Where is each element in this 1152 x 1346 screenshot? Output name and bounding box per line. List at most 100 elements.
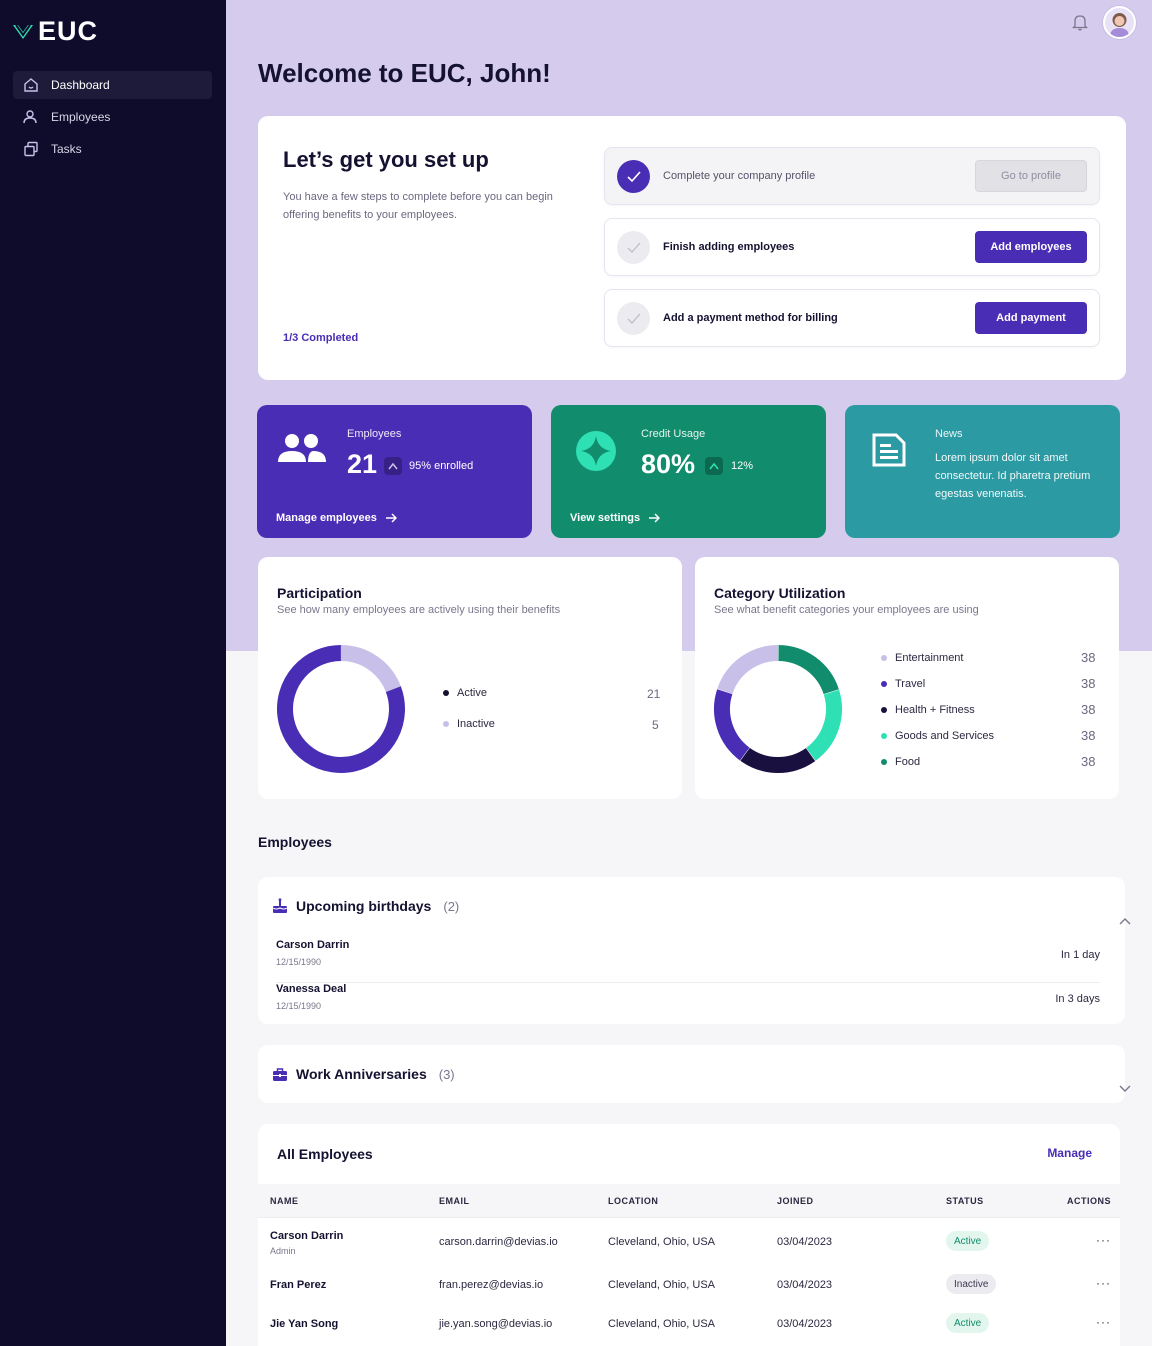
stat-delta: 95% enrolled	[409, 460, 474, 472]
legend-item: Entertainment	[881, 652, 963, 664]
legend-label: Inactive	[457, 718, 495, 730]
status-badge: Active	[946, 1231, 990, 1251]
chevron-down-icon[interactable]	[1119, 1085, 1131, 1093]
list-item[interactable]: Carson Darrin 12/15/1990 In 1 day	[276, 939, 1100, 983]
sidebar: EUC Dashboard Employees Tasks	[0, 0, 226, 1346]
sidebar-item-dashboard[interactable]: Dashboard	[13, 71, 212, 99]
birthdays-header[interactable]: Upcoming birthdays (2)	[272, 898, 459, 914]
sidebar-item-tasks[interactable]: Tasks	[13, 135, 212, 163]
arrow-right-icon	[649, 513, 661, 523]
status-badge: Inactive	[946, 1274, 997, 1294]
anniversaries-count: (3)	[438, 1066, 455, 1082]
news-stat-card[interactable]: News Lorem ipsum dolor sit amet consecte…	[845, 405, 1120, 538]
more-actions-icon[interactable]: ···	[1096, 1315, 1111, 1329]
add-employees-button[interactable]: Add employees	[975, 231, 1087, 263]
setup-step-employees: Finish adding employees Add employees	[604, 218, 1100, 276]
legend-value: 38	[1081, 650, 1096, 665]
table-row[interactable]: Fran Perez fran.perez@devias.io Clevelan…	[258, 1264, 1120, 1304]
legend-item-inactive: Inactive	[443, 718, 495, 730]
legend-label: Food	[895, 756, 921, 768]
logo[interactable]: EUC	[12, 16, 98, 47]
upcoming-birthdays-card: Upcoming birthdays (2) Carson Darrin 12/…	[258, 877, 1125, 1024]
setup-step-profile: Complete your company profile Go to prof…	[604, 147, 1100, 205]
sidebar-item-employees[interactable]: Employees	[13, 103, 212, 131]
setup-card: Let’s get you set up You have a few step…	[258, 116, 1126, 380]
employee-location: Cleveland, Ohio, USA	[608, 1318, 715, 1330]
sidebar-nav: Dashboard Employees Tasks	[13, 71, 212, 167]
donut-segment	[717, 645, 779, 695]
sidebar-item-label: Employees	[51, 110, 111, 124]
panel-subtitle: See what benefit categories your employe…	[714, 604, 979, 616]
view-settings-link[interactable]: View settings	[570, 512, 661, 524]
list-item[interactable]: Vanessa Deal 12/15/1990 In 3 days	[276, 983, 1100, 1027]
go-to-profile-button[interactable]: Go to profile	[975, 160, 1087, 192]
more-actions-icon[interactable]: ···	[1096, 1276, 1111, 1290]
column-header[interactable]: EMAIL	[439, 1196, 470, 1206]
donut-segment-inactive	[340, 645, 401, 693]
logo-text: EUC	[38, 16, 99, 46]
panel-title: Participation	[277, 585, 362, 601]
link-label: Manage employees	[276, 512, 377, 524]
panel-title: Category Utilization	[714, 585, 846, 601]
sidebar-item-label: Tasks	[51, 142, 82, 156]
logo-icon	[13, 23, 33, 39]
birth-date: 12/15/1990	[276, 1001, 322, 1011]
avatar[interactable]	[1103, 6, 1136, 39]
all-employees-card: All Employees Manage NAME EMAIL LOCATION…	[258, 1124, 1120, 1346]
document-icon	[872, 433, 906, 467]
cake-icon	[272, 898, 288, 913]
home-icon	[24, 78, 38, 92]
birthday-when: In 3 days	[1055, 993, 1100, 1005]
legend-item: Travel	[881, 678, 925, 690]
category-utilization-panel: Category Utilization See what benefit ca…	[695, 557, 1119, 799]
legend-dot	[881, 655, 887, 661]
legend-item: Goods and Services	[881, 730, 994, 742]
stat-value: 21	[347, 449, 378, 479]
step-done-icon	[617, 160, 650, 193]
table-row[interactable]: Carson Darrin Admin carson.darrin@devias…	[258, 1220, 1120, 1260]
employee-name: Fran Perez	[270, 1279, 327, 1291]
link-label: View settings	[570, 512, 641, 524]
more-actions-icon[interactable]: ···	[1096, 1233, 1111, 1247]
donut-segment-active	[277, 645, 405, 773]
manage-employees-link[interactable]: Manage employees	[276, 512, 397, 524]
birthday-when: In 1 day	[1060, 949, 1100, 961]
legend-label: Entertainment	[895, 652, 964, 664]
trend-up-icon	[384, 457, 402, 475]
category-donut-chart	[714, 645, 842, 773]
employees-stat-card: Employees 21 95% enrolled Manage employe…	[257, 405, 532, 538]
employee-role: Admin	[270, 1246, 296, 1256]
legend-label: Health + Fitness	[895, 704, 975, 716]
column-header[interactable]: NAME	[270, 1196, 299, 1206]
donut-segment	[805, 689, 842, 761]
person-name: Carson Darrin	[276, 939, 350, 951]
employee-email: jie.yan.song@devias.io	[439, 1318, 553, 1330]
bell-icon[interactable]	[1072, 13, 1088, 31]
tasks-icon	[24, 141, 38, 157]
legend-dot	[881, 733, 887, 739]
table-row[interactable]: Jie Yan Song jie.yan.song@devias.io Clev…	[258, 1304, 1120, 1344]
manage-link[interactable]: Manage	[1047, 1146, 1092, 1160]
column-header[interactable]: LOCATION	[608, 1196, 659, 1206]
birthdays-count: (2)	[443, 898, 460, 914]
column-header[interactable]: JOINED	[777, 1196, 814, 1206]
setup-title: Let’s get you set up	[283, 147, 489, 172]
step-label: Complete your company profile	[663, 170, 816, 182]
legend-value: 38	[1081, 702, 1096, 717]
donut-segment	[778, 645, 839, 695]
stat-delta: 12%	[731, 460, 754, 472]
employee-name: Jie Yan Song	[270, 1318, 339, 1330]
column-header[interactable]: STATUS	[946, 1196, 984, 1206]
stat-label: News	[935, 428, 963, 440]
stat-label: Credit Usage	[641, 428, 706, 440]
chevron-up-icon[interactable]	[1119, 917, 1131, 925]
legend-value: 21	[647, 687, 661, 701]
sidebar-item-label: Dashboard	[51, 78, 110, 92]
employee-location: Cleveland, Ohio, USA	[608, 1236, 715, 1248]
birth-date: 12/15/1990	[276, 957, 322, 967]
anniversaries-header[interactable]: Work Anniversaries (3)	[272, 1066, 455, 1082]
employee-name: Carson Darrin	[270, 1230, 344, 1242]
step-pending-icon	[617, 231, 650, 264]
add-payment-button[interactable]: Add payment	[975, 302, 1087, 334]
avatar-image	[1105, 8, 1134, 37]
